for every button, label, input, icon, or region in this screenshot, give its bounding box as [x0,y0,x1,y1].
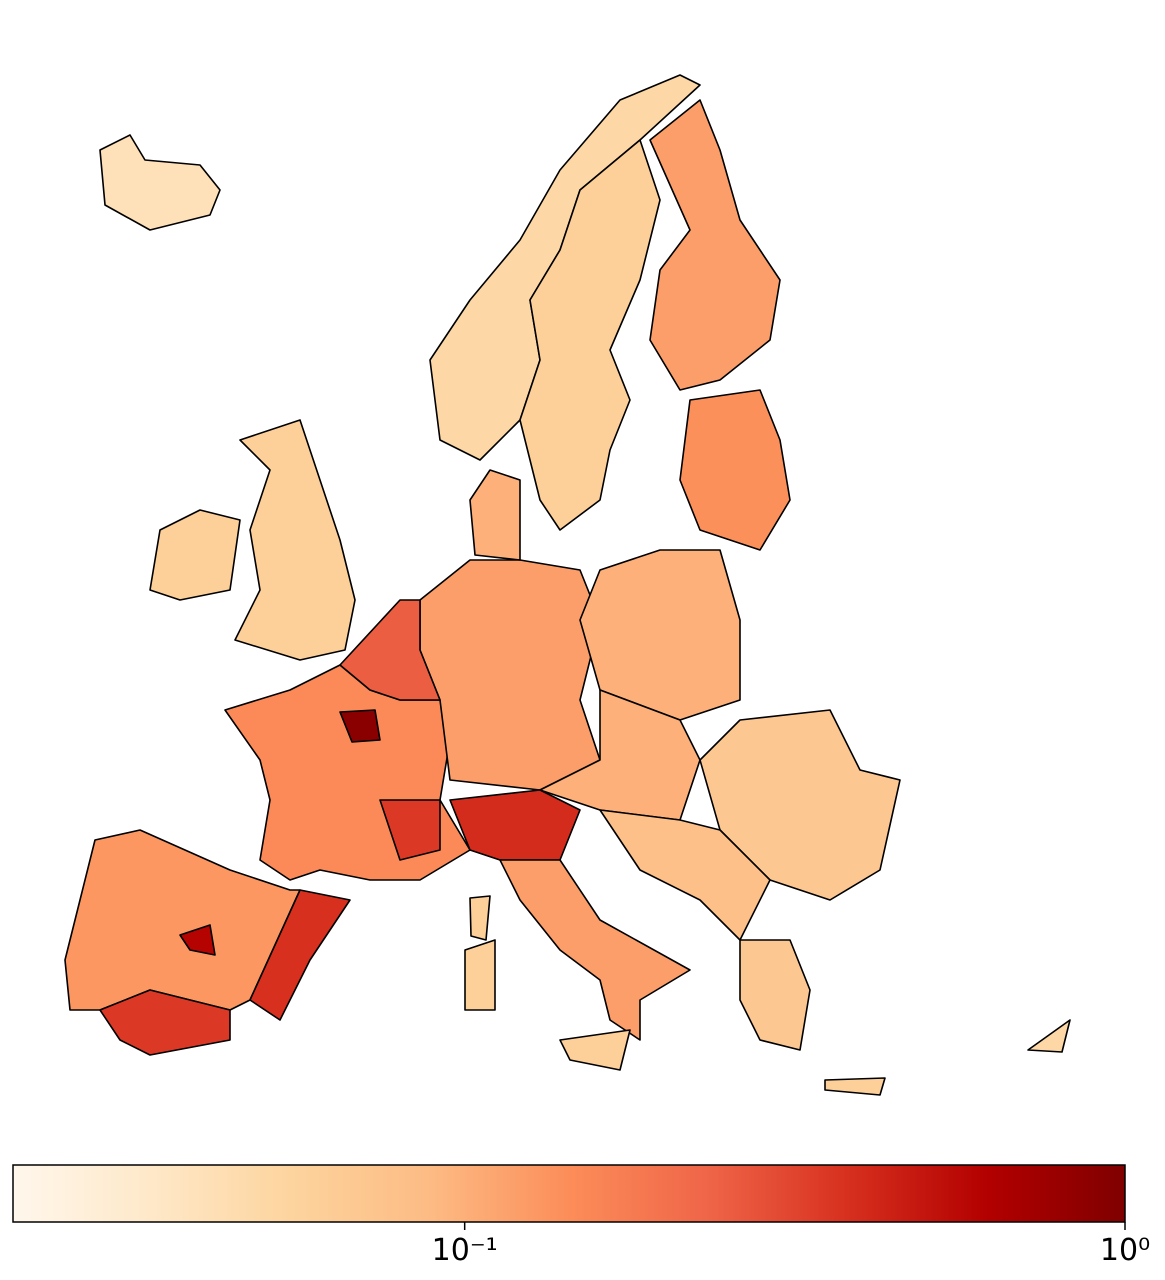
region [179,924,216,956]
region [599,809,771,941]
region [649,99,781,391]
region [679,389,791,551]
region [469,469,521,561]
region [99,989,231,1056]
colorbar [12,1164,1126,1223]
region [234,419,356,661]
region [469,895,491,941]
region [339,599,441,701]
colorbar-tick-label: 10⁻¹ [432,1233,498,1268]
region [519,139,661,531]
region [99,134,221,231]
region [339,709,381,743]
region [379,799,441,861]
region [419,559,601,791]
region [464,939,496,1011]
region [579,549,741,721]
regions [64,74,1071,1096]
region [739,939,811,1051]
region [1027,1019,1071,1053]
region [249,889,351,1021]
region [149,509,241,601]
region [449,789,581,861]
region [559,1029,631,1071]
colorbar-tick-label: 10⁰ [1100,1233,1150,1268]
region [824,1077,886,1096]
region [499,859,691,1041]
